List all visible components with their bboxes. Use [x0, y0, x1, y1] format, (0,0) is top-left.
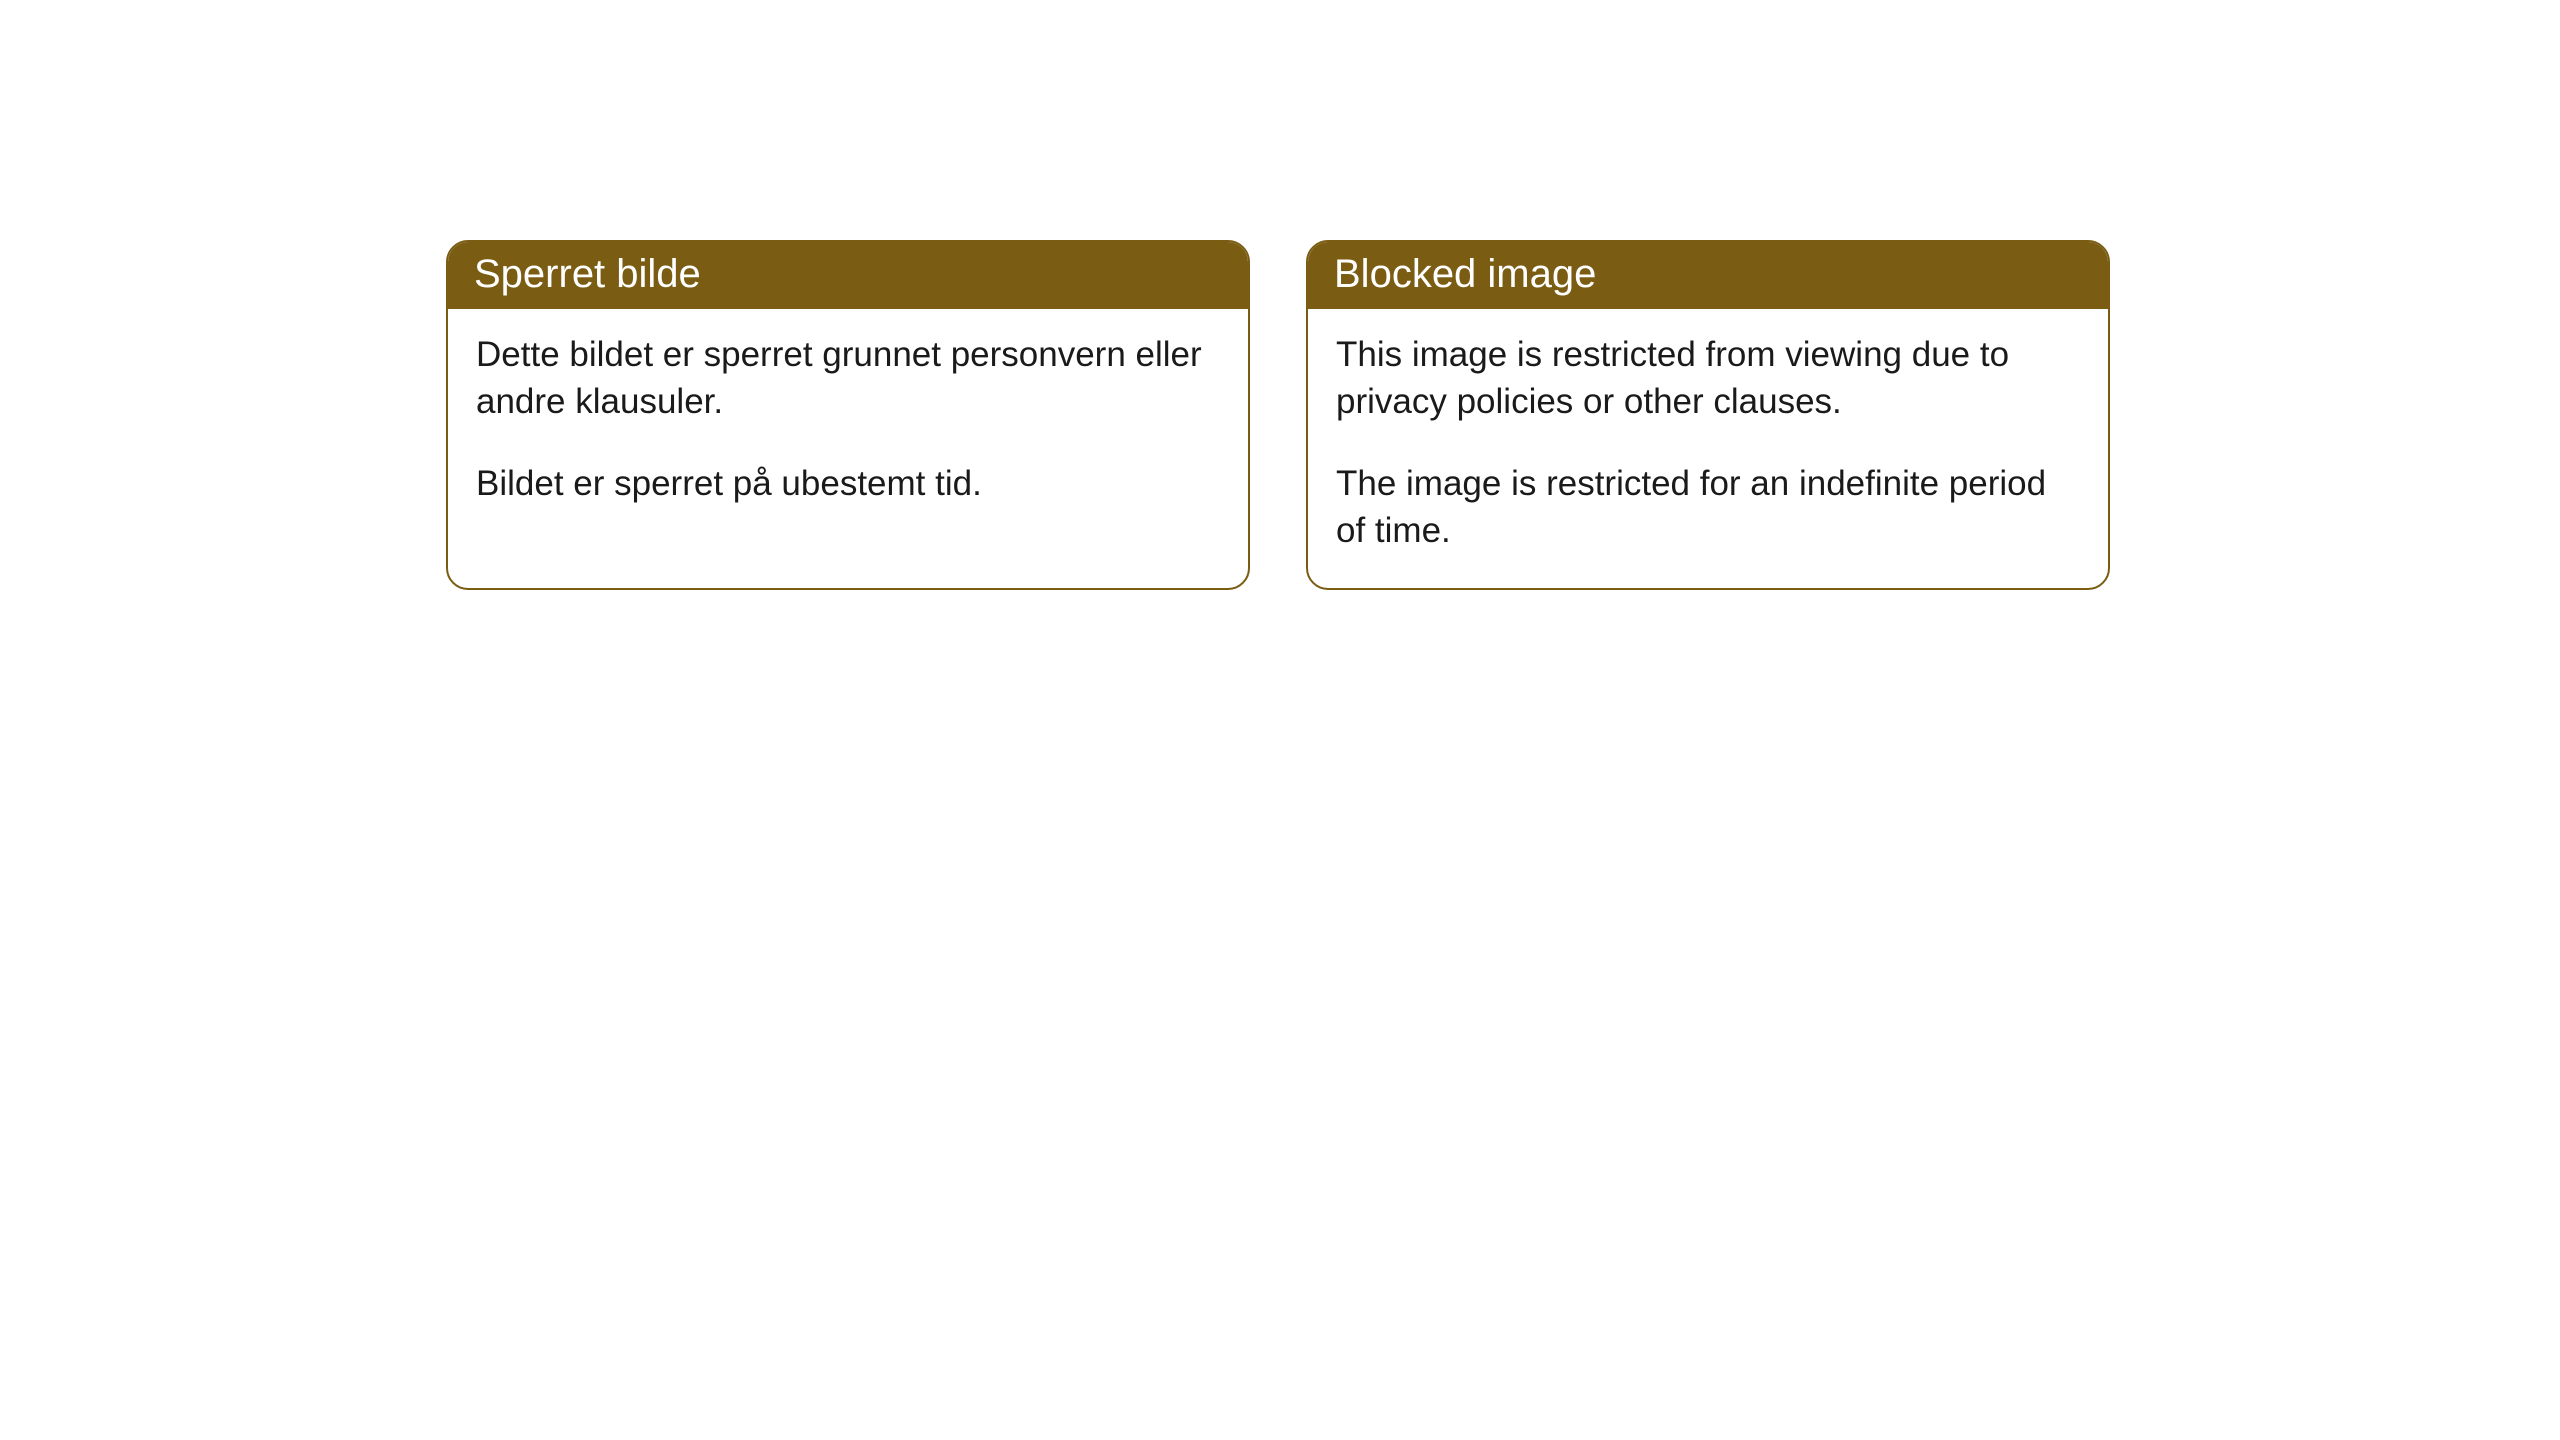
- card-paragraph-2-english: The image is restricted for an indefinit…: [1336, 460, 2080, 555]
- card-paragraph-1-norwegian: Dette bildet er sperret grunnet personve…: [476, 331, 1220, 426]
- card-title-english: Blocked image: [1308, 242, 2108, 309]
- blocked-image-card-english: Blocked image This image is restricted f…: [1306, 240, 2110, 590]
- card-paragraph-1-english: This image is restricted from viewing du…: [1336, 331, 2080, 426]
- blocked-image-card-norwegian: Sperret bilde Dette bildet er sperret gr…: [446, 240, 1250, 590]
- card-paragraph-2-norwegian: Bildet er sperret på ubestemt tid.: [476, 460, 1220, 507]
- notice-cards-container: Sperret bilde Dette bildet er sperret gr…: [0, 0, 2560, 590]
- card-title-norwegian: Sperret bilde: [448, 242, 1248, 309]
- card-body-english: This image is restricted from viewing du…: [1308, 309, 2108, 588]
- card-body-norwegian: Dette bildet er sperret grunnet personve…: [448, 309, 1248, 541]
